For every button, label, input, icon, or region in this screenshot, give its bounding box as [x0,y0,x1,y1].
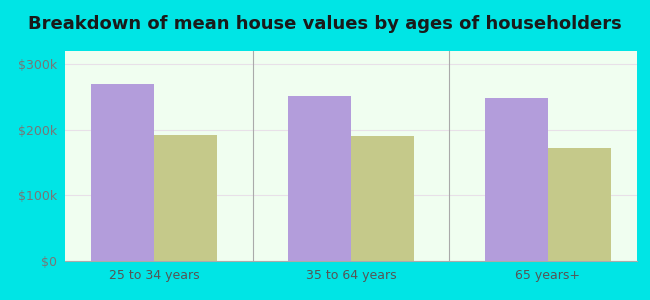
Bar [154,135,217,261]
Bar [91,84,154,261]
Bar [288,96,351,261]
Bar [548,148,611,261]
Text: Breakdown of mean house values by ages of householders: Breakdown of mean house values by ages o… [28,15,622,33]
Bar [485,98,548,261]
Bar [351,136,414,261]
